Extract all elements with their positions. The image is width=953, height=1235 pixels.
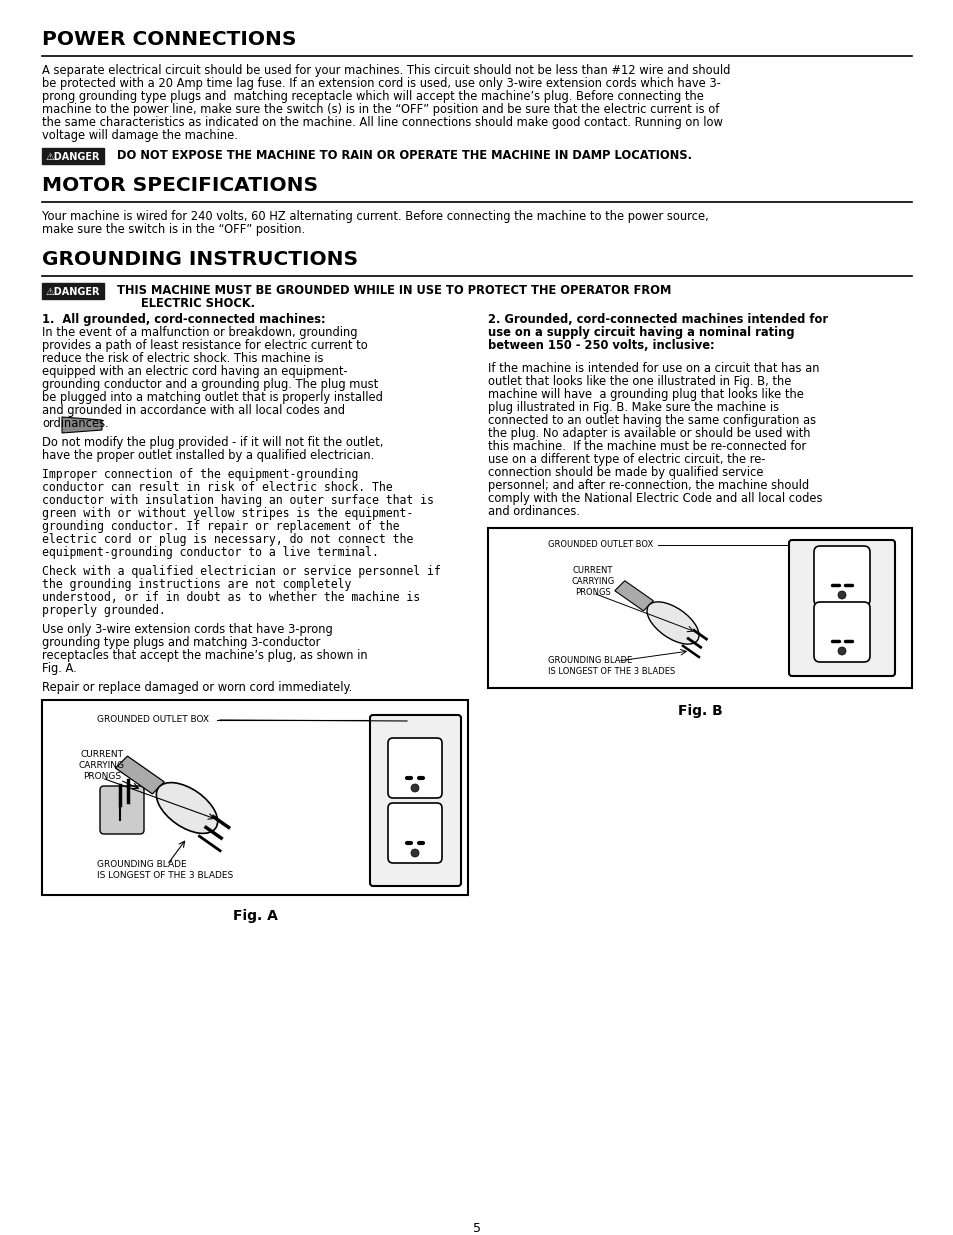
Text: equipment-grounding conductor to a live terminal.: equipment-grounding conductor to a live …	[42, 546, 378, 559]
Text: GROUNDING BLADE
IS LONGEST OF THE 3 BLADES: GROUNDING BLADE IS LONGEST OF THE 3 BLAD…	[97, 860, 233, 881]
Text: POWER CONNECTIONS: POWER CONNECTIONS	[42, 30, 296, 49]
Text: grounding conductor and a grounding plug. The plug must: grounding conductor and a grounding plug…	[42, 378, 377, 391]
Text: outlet that looks like the one illustrated in Fig. B, the: outlet that looks like the one illustrat…	[488, 375, 791, 388]
Text: MOTOR SPECIFICATIONS: MOTOR SPECIFICATIONS	[42, 177, 317, 195]
Text: personnel; and after re-connection, the machine should: personnel; and after re-connection, the …	[488, 479, 808, 492]
Text: In the event of a malfunction or breakdown, grounding: In the event of a malfunction or breakdo…	[42, 326, 357, 338]
Circle shape	[837, 592, 845, 599]
Text: GROUNDING BLADE
IS LONGEST OF THE 3 BLADES: GROUNDING BLADE IS LONGEST OF THE 3 BLAD…	[547, 656, 675, 676]
Text: Fig. B: Fig. B	[677, 704, 721, 718]
Text: ordinances.: ordinances.	[42, 417, 109, 430]
Circle shape	[837, 647, 845, 655]
Text: Check with a qualified electrician or service personnel if: Check with a qualified electrician or se…	[42, 564, 440, 578]
Text: Improper connection of the equipment-grounding: Improper connection of the equipment-gro…	[42, 468, 358, 480]
Text: CURRENT
CARRYING
PRONGS: CURRENT CARRYING PRONGS	[571, 566, 614, 598]
Text: grounding conductor. If repair or replacement of the: grounding conductor. If repair or replac…	[42, 520, 399, 534]
FancyBboxPatch shape	[370, 715, 460, 885]
Polygon shape	[62, 417, 102, 433]
FancyBboxPatch shape	[788, 540, 894, 676]
Text: use on a different type of electric circuit, the re-: use on a different type of electric circ…	[488, 453, 764, 466]
FancyBboxPatch shape	[42, 148, 104, 164]
Text: reduce the risk of electric shock. This machine is: reduce the risk of electric shock. This …	[42, 352, 323, 366]
Text: GROUNDED OUTLET BOX: GROUNDED OUTLET BOX	[547, 540, 653, 550]
Text: use on a supply circuit having a nominal rating: use on a supply circuit having a nominal…	[488, 326, 794, 338]
FancyBboxPatch shape	[813, 546, 869, 606]
Text: GROUNDING INSTRUCTIONS: GROUNDING INSTRUCTIONS	[42, 249, 357, 269]
Text: GROUNDED OUTLET BOX: GROUNDED OUTLET BOX	[97, 715, 209, 724]
Text: make sure the switch is in the “OFF” position.: make sure the switch is in the “OFF” pos…	[42, 224, 305, 236]
Text: comply with the National Electric Code and all local codes: comply with the National Electric Code a…	[488, 492, 821, 505]
Text: voltage will damage the machine.: voltage will damage the machine.	[42, 128, 237, 142]
Text: ELECTRIC SHOCK.: ELECTRIC SHOCK.	[109, 296, 254, 310]
FancyBboxPatch shape	[388, 803, 441, 863]
Text: 2. Grounded, cord-connected machines intended for: 2. Grounded, cord-connected machines int…	[488, 312, 827, 326]
Text: Your machine is wired for 240 volts, 60 HZ alternating current. Before connectin: Your machine is wired for 240 volts, 60 …	[42, 210, 708, 224]
Text: ⚠DANGER: ⚠DANGER	[46, 287, 100, 296]
Text: be plugged into a matching outlet that is properly installed: be plugged into a matching outlet that i…	[42, 391, 382, 404]
Text: receptacles that accept the machine’s plug, as shown in: receptacles that accept the machine’s pl…	[42, 650, 367, 662]
Text: DO NOT EXPOSE THE MACHINE TO RAIN OR OPERATE THE MACHINE IN DAMP LOCATIONS.: DO NOT EXPOSE THE MACHINE TO RAIN OR OPE…	[109, 149, 691, 162]
Ellipse shape	[156, 783, 217, 834]
Text: understood, or if in doubt as to whether the machine is: understood, or if in doubt as to whether…	[42, 592, 419, 604]
Polygon shape	[115, 756, 164, 794]
Text: and grounded in accordance with all local codes and: and grounded in accordance with all loca…	[42, 404, 345, 417]
Text: Use only 3-wire extension cords that have 3-prong: Use only 3-wire extension cords that hav…	[42, 622, 333, 636]
Bar	[488, 529, 911, 688]
Text: machine will have  a grounding plug that looks like the: machine will have a grounding plug that …	[488, 388, 803, 401]
Text: ⊖: ⊖	[834, 606, 849, 624]
Text: conductor can result in risk of electric shock. The: conductor can result in risk of electric…	[42, 480, 393, 494]
Text: machine to the power line, make sure the switch (s) is in the “OFF” position and: machine to the power line, make sure the…	[42, 103, 719, 116]
Bar	[42, 700, 468, 895]
Text: Fig. A: Fig. A	[233, 909, 277, 923]
Text: 1.  All grounded, cord-connected machines:: 1. All grounded, cord-connected machines…	[42, 312, 325, 326]
FancyBboxPatch shape	[388, 739, 441, 798]
Text: Fig. A.: Fig. A.	[42, 662, 76, 676]
Text: conductor with insulation having an outer surface that is: conductor with insulation having an oute…	[42, 494, 434, 508]
Text: provides a path of least resistance for electric current to: provides a path of least resistance for …	[42, 338, 367, 352]
FancyBboxPatch shape	[813, 601, 869, 662]
Text: connected to an outlet having the same configuration as: connected to an outlet having the same c…	[488, 414, 815, 427]
Text: Do not modify the plug provided - if it will not fit the outlet,: Do not modify the plug provided - if it …	[42, 436, 383, 450]
FancyBboxPatch shape	[42, 283, 104, 299]
Circle shape	[411, 848, 418, 857]
Text: ⚠DANGER: ⚠DANGER	[46, 152, 100, 162]
Text: equipped with an electric cord having an equipment-: equipped with an electric cord having an…	[42, 366, 347, 378]
Text: the same characteristics as indicated on the machine. All line connections shoul: the same characteristics as indicated on…	[42, 116, 722, 128]
Text: CURRENT
CARRYING
PRONGS: CURRENT CARRYING PRONGS	[79, 750, 125, 782]
Text: between 150 - 250 volts, inclusive:: between 150 - 250 volts, inclusive:	[488, 338, 714, 352]
Text: 5: 5	[473, 1221, 480, 1235]
FancyBboxPatch shape	[100, 785, 144, 834]
Text: prong grounding type plugs and  matching receptacle which will accept the machin: prong grounding type plugs and matching …	[42, 90, 703, 103]
Polygon shape	[614, 580, 653, 611]
Circle shape	[411, 784, 418, 792]
Text: green with or without yellow stripes is the equipment-: green with or without yellow stripes is …	[42, 508, 413, 520]
Text: the plug. No adapter is available or should be used with: the plug. No adapter is available or sho…	[488, 427, 810, 440]
Text: grounding type plugs and matching 3-conductor: grounding type plugs and matching 3-cond…	[42, 636, 320, 650]
Text: A separate electrical circuit should be used for your machines. This circuit sho: A separate electrical circuit should be …	[42, 64, 730, 77]
Text: connection should be made by qualified service: connection should be made by qualified s…	[488, 466, 762, 479]
Ellipse shape	[646, 601, 699, 645]
Text: have the proper outlet installed by a qualified electrician.: have the proper outlet installed by a qu…	[42, 450, 374, 462]
Text: If the machine is intended for use on a circuit that has an: If the machine is intended for use on a …	[488, 362, 819, 375]
Text: the grounding instructions are not completely: the grounding instructions are not compl…	[42, 578, 351, 592]
Text: electric cord or plug is necessary, do not connect the: electric cord or plug is necessary, do n…	[42, 534, 413, 546]
Text: be protected with a 20 Amp time lag fuse. If an extension cord is used, use only: be protected with a 20 Amp time lag fuse…	[42, 77, 720, 90]
Text: and ordinances.: and ordinances.	[488, 505, 579, 517]
Text: Repair or replace damaged or worn cord immediately.: Repair or replace damaged or worn cord i…	[42, 680, 352, 694]
Text: properly grounded.: properly grounded.	[42, 604, 166, 618]
Text: this machine.  If the machine must be re-connected for: this machine. If the machine must be re-…	[488, 440, 805, 453]
Text: plug illustrated in Fig. B. Make sure the machine is: plug illustrated in Fig. B. Make sure th…	[488, 401, 779, 414]
Text: THIS MACHINE MUST BE GROUNDED WHILE IN USE TO PROTECT THE OPERATOR FROM: THIS MACHINE MUST BE GROUNDED WHILE IN U…	[109, 284, 671, 296]
